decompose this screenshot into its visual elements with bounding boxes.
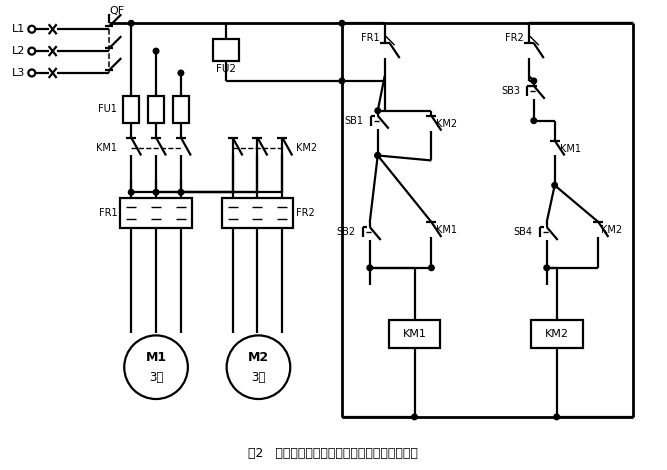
Text: FR1: FR1 bbox=[361, 33, 380, 43]
Text: FR2: FR2 bbox=[296, 208, 315, 218]
Circle shape bbox=[429, 265, 434, 271]
Text: FR1: FR1 bbox=[99, 208, 117, 218]
Text: QF: QF bbox=[110, 6, 125, 16]
Bar bbox=[213, 39, 239, 61]
Text: 图2   电动机顺序启动逆序停止联锁手动控制电路: 图2 电动机顺序启动逆序停止联锁手动控制电路 bbox=[248, 447, 418, 460]
Text: KM2: KM2 bbox=[296, 142, 317, 153]
Text: KM1: KM1 bbox=[560, 143, 581, 154]
Circle shape bbox=[375, 108, 380, 114]
Text: KM1: KM1 bbox=[96, 142, 117, 153]
Circle shape bbox=[153, 189, 159, 195]
Circle shape bbox=[339, 21, 345, 26]
Bar bbox=[123, 96, 139, 123]
Text: M2: M2 bbox=[248, 351, 269, 364]
Bar bbox=[531, 321, 582, 348]
Circle shape bbox=[178, 189, 183, 195]
Bar bbox=[173, 96, 189, 123]
Circle shape bbox=[129, 189, 134, 195]
Circle shape bbox=[153, 48, 159, 54]
Text: SB3: SB3 bbox=[501, 86, 520, 96]
Bar bbox=[389, 321, 440, 348]
Circle shape bbox=[412, 414, 418, 420]
Circle shape bbox=[531, 78, 536, 84]
Bar bbox=[120, 198, 192, 228]
Circle shape bbox=[375, 153, 380, 158]
Text: KM2: KM2 bbox=[545, 329, 569, 339]
Text: 3～: 3～ bbox=[251, 371, 265, 384]
Circle shape bbox=[531, 118, 536, 124]
Circle shape bbox=[375, 153, 380, 158]
Text: FU2: FU2 bbox=[215, 64, 235, 74]
Text: KM2: KM2 bbox=[436, 118, 458, 129]
Text: KM1: KM1 bbox=[436, 225, 458, 235]
Text: KM2: KM2 bbox=[602, 225, 622, 235]
Circle shape bbox=[339, 78, 345, 84]
Text: L1: L1 bbox=[12, 24, 25, 34]
Text: SB4: SB4 bbox=[514, 227, 533, 237]
Text: SB1: SB1 bbox=[345, 116, 364, 125]
Bar bbox=[148, 96, 164, 123]
Text: FR2: FR2 bbox=[505, 33, 524, 43]
Text: SB2: SB2 bbox=[337, 227, 356, 237]
Text: M1: M1 bbox=[145, 351, 167, 364]
Circle shape bbox=[554, 414, 560, 420]
Text: KM1: KM1 bbox=[403, 329, 426, 339]
Circle shape bbox=[544, 265, 550, 271]
Text: 3～: 3～ bbox=[149, 371, 163, 384]
Circle shape bbox=[129, 21, 134, 26]
Circle shape bbox=[367, 265, 373, 271]
Text: L3: L3 bbox=[12, 68, 25, 78]
Circle shape bbox=[178, 70, 183, 76]
Bar bbox=[221, 198, 293, 228]
Text: L2: L2 bbox=[12, 46, 25, 56]
Text: FU1: FU1 bbox=[99, 104, 117, 114]
Circle shape bbox=[552, 182, 558, 188]
